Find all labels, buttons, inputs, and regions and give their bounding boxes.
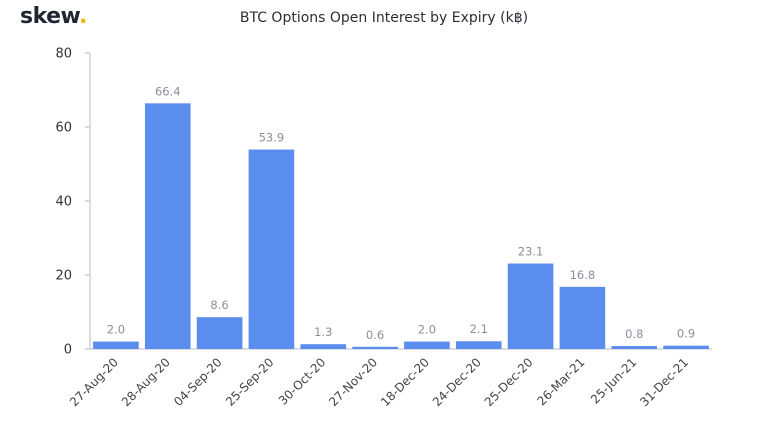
data-label: 0.9 [677,327,695,341]
data-label: 1.3 [314,325,332,339]
x-tick-label: 18-Dec-20 [378,355,432,409]
data-label: 2.1 [470,322,488,336]
x-tick-label: 24-Dec-20 [430,355,484,409]
y-tick-label: 60 [55,121,72,136]
data-label: 66.4 [155,84,181,98]
bar [455,341,502,349]
x-tick-label: 31-Dec-21 [637,355,691,409]
data-label: 0.8 [625,327,643,341]
x-tick-label: 25-Dec-20 [482,355,536,409]
data-label: 2.0 [107,323,125,337]
bar [144,103,191,349]
logo-text: skew [20,4,79,29]
x-tick-label: 28-Aug-20 [119,355,173,409]
x-tick-label: 27-Nov-20 [326,355,380,409]
bar [196,317,243,349]
bar [300,344,347,349]
x-tick-label: 26-Mar-21 [534,355,587,408]
bar [559,286,606,349]
x-tick-label: 27-Aug-20 [67,355,121,409]
bar [352,346,398,349]
data-label: 2.0 [418,323,436,337]
data-label: 16.8 [570,268,596,282]
bar [93,341,139,349]
data-label: 8.6 [210,298,228,312]
y-tick-label: 40 [55,195,72,210]
y-tick-label: 80 [55,47,72,62]
bar [611,346,658,349]
x-tick-label: 30-Oct-20 [276,355,329,408]
logo-dot: . [78,4,87,29]
data-label: 0.6 [366,328,384,342]
skew-logo: skew. [20,4,87,29]
bar [507,263,554,349]
bar [248,149,295,349]
x-tick-label: 25-Sep-20 [223,355,277,409]
bar [663,345,709,349]
bar [404,341,450,349]
data-label: 23.1 [518,245,544,259]
x-tick-label: 25-Jun-21 [588,355,639,406]
chart-title: BTC Options Open Interest by Expiry (k฿) [239,10,529,26]
y-tick-label: 0 [64,343,72,358]
y-tick-label: 20 [55,269,72,284]
data-label: 53.9 [259,131,285,145]
x-tick-label: 04-Sep-20 [171,355,225,409]
